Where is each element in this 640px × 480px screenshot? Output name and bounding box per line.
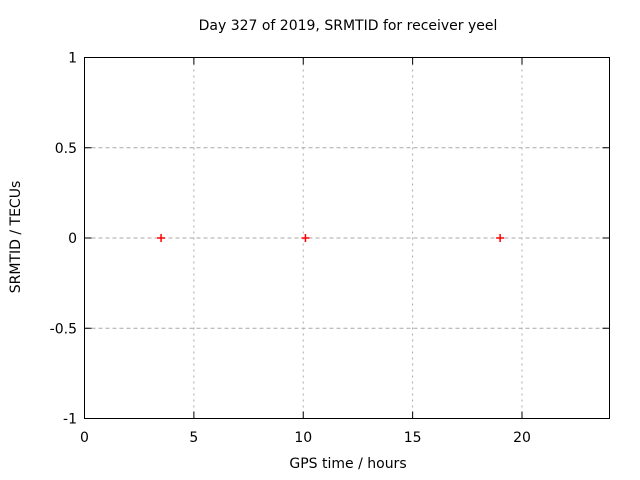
plot-border — [84, 57, 610, 419]
data-point-plus — [301, 234, 310, 242]
data-point-plus — [496, 234, 505, 242]
x-tick-label: 10 — [294, 430, 312, 446]
data-points — [157, 234, 505, 242]
gridlines — [84, 57, 610, 419]
y-tick-label: -0.5 — [50, 321, 77, 337]
y-tick-label: 0 — [68, 231, 77, 247]
y-tick-label: 1 — [68, 51, 77, 67]
chart-title: Day 327 of 2019, SRMTID for receiver yee… — [199, 18, 498, 34]
x-tick-label: 5 — [189, 430, 198, 446]
tick-labels: 0 5 10 15 20 -1 -0.5 0 0.5 1 — [50, 51, 531, 447]
y-tick-label: -1 — [63, 412, 77, 428]
x-tick-label: 20 — [513, 430, 531, 446]
y-tick-label: 0.5 — [55, 141, 77, 157]
x-axis-label: GPS time / hours — [289, 456, 406, 472]
x-tick-label: 15 — [404, 430, 422, 446]
y-axis-label: SRMTID / TECUs — [8, 181, 24, 294]
data-point-plus — [157, 234, 166, 242]
x-tick-label: 0 — [80, 430, 89, 446]
